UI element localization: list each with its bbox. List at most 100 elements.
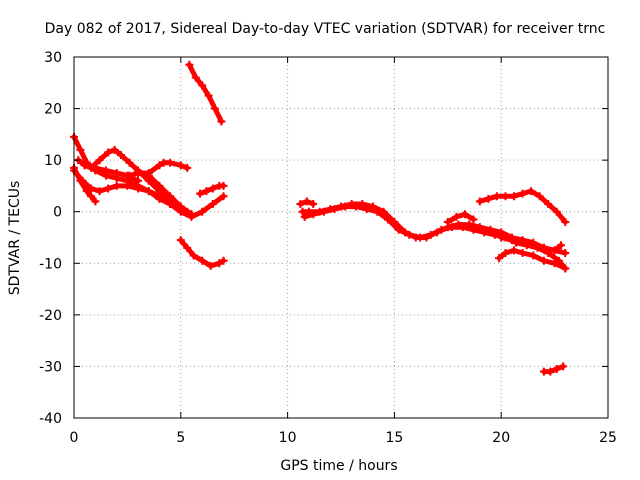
data-point <box>183 243 192 252</box>
data-point <box>319 207 328 216</box>
data-point <box>125 158 134 167</box>
data-point <box>123 181 132 190</box>
data-point <box>134 184 143 193</box>
series-arc-b <box>71 168 226 220</box>
data-point <box>341 202 350 211</box>
data-point <box>112 169 121 178</box>
data-point <box>189 251 198 260</box>
y-tick-label: -30 <box>39 359 62 375</box>
data-point <box>507 236 516 245</box>
data-point <box>561 248 570 257</box>
data-point <box>296 199 305 208</box>
data-point <box>416 233 425 242</box>
data-point <box>490 230 499 239</box>
data-point <box>87 192 96 201</box>
data-point <box>539 256 548 265</box>
data-point <box>426 230 435 239</box>
data-point <box>495 254 504 263</box>
data-point <box>87 184 96 193</box>
x-tick-label: 20 <box>492 430 510 446</box>
data-point <box>475 197 484 206</box>
data-point <box>518 248 527 257</box>
data-point <box>437 225 446 234</box>
data-point <box>104 148 113 157</box>
data-point <box>219 192 228 201</box>
data-point <box>383 215 392 224</box>
data-point <box>544 199 553 208</box>
data-layer <box>70 60 570 376</box>
data-point <box>95 187 104 196</box>
data-point <box>198 256 207 265</box>
data-point <box>176 236 185 245</box>
data-point <box>351 202 360 211</box>
data-point <box>208 199 217 208</box>
data-point <box>82 187 91 196</box>
data-point <box>144 187 153 196</box>
data-point <box>539 243 548 252</box>
data-point <box>405 230 414 239</box>
data-point <box>448 223 457 232</box>
y-tick-label: 10 <box>44 153 62 169</box>
data-point <box>204 91 213 100</box>
data-point <box>198 81 207 90</box>
y-tick-label: -40 <box>39 411 62 427</box>
x-tick-label: 5 <box>176 430 185 446</box>
data-point <box>501 248 510 257</box>
data-point <box>76 145 85 154</box>
data-point <box>559 362 568 371</box>
data-point <box>191 73 200 82</box>
data-point <box>134 169 143 178</box>
data-point <box>518 238 527 247</box>
data-point <box>557 241 566 250</box>
data-point <box>217 117 226 126</box>
data-point <box>91 197 100 206</box>
data-point <box>202 187 211 196</box>
y-tick-label: 0 <box>53 205 62 221</box>
data-point <box>469 225 478 234</box>
data-point <box>112 181 121 190</box>
data-point <box>176 202 185 211</box>
data-point <box>219 256 228 265</box>
data-point <box>518 189 527 198</box>
y-axis-title: SDTVAR / TECUs <box>7 181 23 296</box>
data-point <box>497 233 506 242</box>
x-tick-label: 15 <box>385 430 403 446</box>
data-point <box>492 192 501 201</box>
y-tick-label: 30 <box>44 50 62 66</box>
data-point <box>394 225 403 234</box>
data-point <box>550 246 559 255</box>
data-point <box>155 161 164 170</box>
series-arc-n <box>445 211 476 225</box>
data-point <box>362 205 371 214</box>
y-tick-label: -10 <box>39 256 62 272</box>
data-point <box>206 261 215 270</box>
x-tick-label: 10 <box>279 430 297 446</box>
data-point <box>219 181 228 190</box>
x-tick-label: 25 <box>599 430 617 446</box>
data-point <box>166 158 175 167</box>
data-point <box>510 192 519 201</box>
data-point <box>215 259 224 268</box>
data-point <box>144 171 153 180</box>
data-point <box>458 223 467 232</box>
data-point <box>155 181 164 190</box>
data-point <box>116 150 125 159</box>
data-point <box>443 218 452 227</box>
y-tick-label: 20 <box>44 102 62 118</box>
data-point <box>529 241 538 250</box>
data-point <box>210 104 219 113</box>
data-point <box>561 218 570 227</box>
data-point <box>76 176 85 185</box>
data-point <box>300 212 309 221</box>
data-point <box>104 184 113 193</box>
data-point <box>176 161 185 170</box>
data-point <box>185 60 194 69</box>
data-point <box>309 199 318 208</box>
data-point <box>550 259 559 268</box>
data-point <box>102 166 111 175</box>
data-point <box>208 184 217 193</box>
data-point <box>552 365 561 374</box>
data-point <box>501 192 510 201</box>
data-point <box>535 192 544 201</box>
